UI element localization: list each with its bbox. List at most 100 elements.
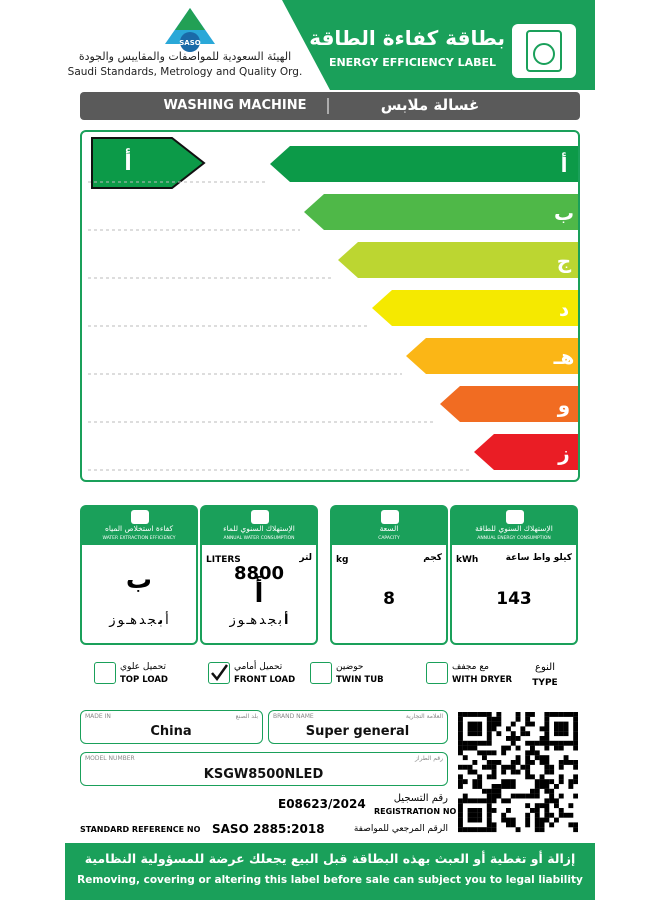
qr-module xyxy=(472,726,478,732)
qr-module xyxy=(482,827,487,833)
qr-module xyxy=(472,740,478,746)
qr-module xyxy=(573,745,578,751)
qr-module xyxy=(563,721,569,727)
class-bar xyxy=(440,386,578,422)
qr-module xyxy=(530,740,535,746)
made-in-box: MADE IN بلد الصنع China xyxy=(80,710,263,744)
qr-module xyxy=(549,793,555,799)
metric-title-en: CAPACITY xyxy=(378,536,400,541)
qr-module xyxy=(486,808,492,813)
scale-letter: ز xyxy=(109,613,116,628)
product-en: WASHING MACHINE xyxy=(163,98,307,113)
qr-module xyxy=(491,808,497,813)
qr-module xyxy=(544,788,550,794)
qr-module xyxy=(530,745,535,751)
qr-module xyxy=(534,740,540,746)
qr-module xyxy=(515,769,521,775)
qr-module xyxy=(539,740,545,746)
qr-module xyxy=(486,750,492,756)
qr-module xyxy=(472,812,478,818)
qr-module xyxy=(462,764,468,770)
qr-module xyxy=(472,731,478,737)
checkbox xyxy=(310,662,332,684)
title-en: ENERGY EFFICIENCY LABEL xyxy=(328,56,497,69)
qr-module xyxy=(477,779,483,785)
qr-module xyxy=(549,779,555,785)
scale-letter: ز xyxy=(229,613,236,628)
qr-module xyxy=(477,740,483,746)
qr-module xyxy=(472,721,478,727)
option-ar: تحميل أمامي xyxy=(234,662,283,672)
qr-module xyxy=(491,716,497,722)
unit-en: LITERS xyxy=(206,555,241,565)
qr-module xyxy=(525,764,531,770)
qr-module xyxy=(458,750,463,756)
qr-module xyxy=(563,760,569,765)
qr-module xyxy=(539,784,545,789)
qr-module xyxy=(458,731,463,737)
qr-module xyxy=(563,812,569,818)
qr-module xyxy=(491,784,497,789)
qr-module xyxy=(554,798,559,804)
qr-module xyxy=(486,827,492,833)
qr-module xyxy=(467,769,473,775)
qr-module xyxy=(458,812,463,818)
qr-code xyxy=(458,712,578,833)
metric-box: الإستهلاك السنوي للطاقة ANNUAL ENERGY CON… xyxy=(450,505,578,645)
standard-value: SASO 2885:2018 xyxy=(212,822,325,836)
qr-module xyxy=(458,721,463,727)
qr-module xyxy=(573,774,578,780)
qr-module xyxy=(472,712,478,717)
qr-module xyxy=(506,808,511,813)
qr-module xyxy=(501,750,507,756)
unit-en: kWh xyxy=(456,555,479,565)
qr-module xyxy=(477,798,483,804)
qr-module xyxy=(477,827,483,833)
qr-module xyxy=(554,740,559,746)
qr-module xyxy=(544,808,550,813)
qr-module xyxy=(534,793,540,799)
check-mark xyxy=(211,664,229,682)
qr-module xyxy=(534,817,540,823)
qr-module xyxy=(554,731,559,737)
qr-module xyxy=(501,764,507,770)
qr-module xyxy=(530,712,535,717)
qr-module xyxy=(558,764,564,770)
qr-module xyxy=(563,712,569,717)
brand-value: Super general xyxy=(305,724,410,739)
qr-module xyxy=(467,721,473,727)
metric-title-ar: كفاءة استخلاص المياه xyxy=(104,524,174,533)
rating-scale: أ أبجدهـوز xyxy=(88,137,578,471)
qr-module xyxy=(525,721,531,727)
qr-module xyxy=(510,760,516,765)
option-en: FRONT LOAD xyxy=(234,675,296,685)
logo-part xyxy=(175,8,205,30)
qr-module xyxy=(544,736,550,741)
scale-letter: د xyxy=(138,613,146,628)
qr-module xyxy=(467,827,473,833)
footer-ar: إزالة أو تغطية أو العبث بهذه البطاقة قبل… xyxy=(84,851,576,866)
qr-module xyxy=(539,736,545,741)
qr-module xyxy=(472,769,478,775)
qr-module xyxy=(534,827,540,833)
qr-module xyxy=(568,760,574,765)
qr-module xyxy=(491,793,497,799)
qr-module xyxy=(501,798,507,804)
qr-module xyxy=(534,808,540,813)
option-en: TOP LOAD xyxy=(120,675,168,685)
qr-module xyxy=(496,784,502,789)
qr-module xyxy=(539,803,545,809)
qr-module xyxy=(525,731,531,737)
qr-module xyxy=(496,760,502,765)
class-letter: ز xyxy=(557,441,570,465)
qr-module xyxy=(544,716,550,722)
qr-module xyxy=(544,784,550,789)
qr-module xyxy=(496,721,502,727)
qr-module xyxy=(496,731,502,737)
qr-module xyxy=(554,726,559,732)
metric-class: ب xyxy=(125,565,153,595)
qr-module xyxy=(496,712,502,717)
brand-en: BRAND NAME xyxy=(273,713,314,720)
qr-module xyxy=(486,788,492,794)
qr-module xyxy=(558,774,564,780)
